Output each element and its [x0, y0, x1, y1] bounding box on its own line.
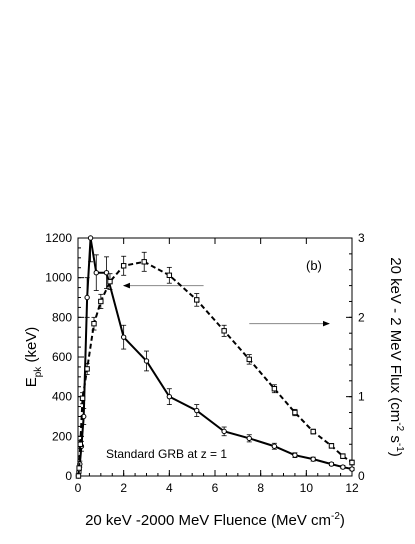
data-point [194, 297, 200, 303]
data-point [84, 366, 90, 372]
data-point [194, 407, 200, 414]
data-point [87, 235, 94, 241]
data-point [310, 428, 316, 435]
x-tick-label: 4 [166, 481, 173, 495]
data-point [77, 441, 83, 447]
x-tick-label: 6 [212, 481, 219, 495]
data-point [76, 465, 82, 471]
series-layer [75, 235, 355, 479]
guide-lines [122, 282, 330, 327]
y-right-tick-label: 0 [358, 469, 365, 483]
data-point [328, 443, 335, 449]
x-tick-label: 10 [300, 481, 314, 495]
data-point [246, 435, 252, 442]
y-right-tick-label: 3 [358, 231, 365, 245]
y-left-tick-label: 0 [65, 469, 72, 483]
data-point [141, 259, 147, 265]
data-point [271, 386, 278, 392]
y-right-tick-label: 1 [358, 390, 365, 404]
data-point [349, 466, 355, 472]
data-point [310, 456, 316, 462]
data-point [340, 464, 346, 470]
y-left-tick-label: 600 [52, 350, 72, 364]
data-point [221, 328, 227, 334]
data-point [340, 453, 346, 459]
series-line-left [77, 237, 353, 477]
data-point [166, 393, 173, 400]
data-point [221, 428, 227, 435]
data-point [79, 395, 86, 401]
series-line-right [77, 260, 353, 477]
data-point [292, 452, 298, 458]
y-left-tick-label: 1200 [45, 231, 72, 245]
y-left-tick-label: 200 [52, 429, 72, 443]
annotation-text: Standard GRB at z = 1 [106, 447, 227, 461]
data-point [271, 443, 278, 449]
data-point [98, 298, 104, 305]
data-point [75, 473, 82, 479]
data-point [93, 270, 99, 276]
data-point [84, 294, 90, 301]
y-left-tick-label: 800 [52, 310, 72, 324]
data-point [107, 278, 113, 285]
data-point [292, 409, 298, 416]
data-point [143, 358, 150, 364]
data-point [328, 461, 335, 467]
x-axis-title: 20 keV -2000 MeV Fluence (MeV cm-2) [85, 511, 345, 529]
y-left-axis-title: Epk (keV) [23, 327, 44, 388]
data-point [120, 334, 127, 340]
data-point [246, 356, 252, 363]
x-tick-label: 8 [257, 481, 264, 495]
y-right-tick-label: 2 [358, 310, 365, 324]
data-point [91, 320, 97, 327]
plot-frame [77, 237, 353, 477]
x-tick-label: 0 [75, 481, 82, 495]
y-left-tick-label: 1000 [45, 271, 72, 285]
data-point [103, 270, 110, 276]
x-tick-label: 2 [120, 481, 127, 495]
panel-label: (b) [306, 258, 322, 273]
data-point [166, 272, 173, 278]
y-left-tick-label: 400 [52, 390, 72, 404]
y-right-axis-title: 20 keV - 2 MeV Flux (cm-2 s-1) [387, 257, 405, 457]
data-point [120, 263, 127, 269]
data-point [349, 459, 355, 466]
x-tick-label: 12 [345, 481, 359, 495]
